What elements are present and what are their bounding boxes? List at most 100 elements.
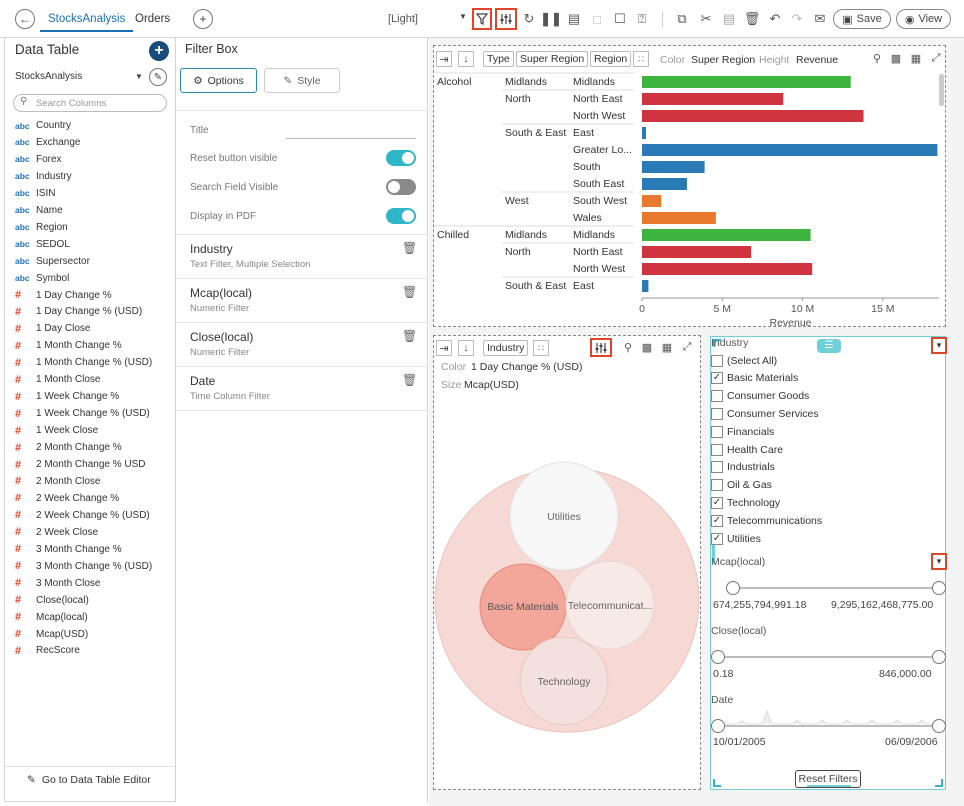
export-excel-icon[interactable]: ▩ [890, 52, 902, 65]
column-item[interactable]: #1 Day Change % (USD) [15, 303, 142, 320]
comment-icon[interactable]: ✉ [814, 11, 826, 26]
height-value[interactable]: Revenue [796, 54, 839, 66]
cut-scissors-icon[interactable]: ✂ [700, 11, 712, 26]
mcap-slider-max-knob[interactable] [932, 581, 946, 595]
date-slider-min-knob[interactable] [711, 719, 725, 733]
column-item[interactable]: #1 Week Change % [15, 388, 119, 405]
data-source-select[interactable]: StocksAnalysis [15, 71, 83, 82]
filter-item-industry[interactable]: Industry Text Filter, Multiple Selection… [176, 235, 428, 279]
reset-button-visible-toggle[interactable] [386, 150, 416, 166]
search-field-visible-toggle[interactable] [386, 179, 416, 195]
copy-icon[interactable]: ⧉ [677, 11, 687, 26]
filter-item-mcap-local[interactable]: Mcap(local) Numeric Filter 🗑 [176, 279, 428, 323]
checkbox[interactable] [711, 390, 723, 403]
bar[interactable] [642, 178, 687, 190]
save-button[interactable]: ▣ Save [833, 9, 891, 29]
bar[interactable] [642, 127, 647, 139]
table-grid-icon[interactable]: ▦ [661, 341, 673, 354]
checkbox[interactable] [711, 443, 723, 456]
color-value[interactable]: 1 Day Change % (USD) [471, 361, 583, 373]
bubble-utilities[interactable] [509, 461, 619, 571]
column-item[interactable]: abc Supersector [15, 253, 90, 270]
filter-item-close-local[interactable]: Close(local) Numeric Filter 🗑 [176, 323, 428, 367]
checkbox[interactable] [711, 461, 723, 474]
checkbox[interactable] [711, 354, 723, 367]
sort-arrow-icon[interactable]: ↓ [458, 51, 474, 67]
bar[interactable] [642, 195, 662, 207]
expand-icon[interactable]: ⤢ [682, 340, 692, 353]
bar[interactable] [642, 144, 938, 156]
column-item[interactable]: #1 Week Close [15, 422, 98, 439]
view-button[interactable]: ◉ View [896, 9, 951, 29]
resize-corner[interactable] [935, 779, 943, 787]
delete-trash-icon[interactable]: 🗑 [743, 11, 761, 26]
breakdown-chip-type[interactable]: Type [483, 51, 514, 67]
bar[interactable] [642, 263, 813, 275]
column-item[interactable]: abc Symbol [15, 270, 69, 287]
display-in-pdf-toggle[interactable] [386, 208, 416, 224]
parameters-sliders-icon[interactable] [495, 8, 517, 30]
column-item[interactable]: #2 Month Change % [15, 439, 122, 456]
close-slider-track[interactable] [717, 656, 939, 658]
column-item[interactable]: #1 Day Change % [15, 287, 112, 304]
column-item[interactable]: #2 Week Close [15, 524, 98, 541]
bubble-telecommunications[interactable] [565, 560, 655, 650]
date-slider-max-knob[interactable] [932, 719, 946, 733]
bar[interactable] [642, 229, 811, 241]
alerts-bell-icon[interactable]: ⍰ [638, 11, 646, 26]
table-grid-icon[interactable]: ▦ [910, 52, 922, 65]
checkbox[interactable]: ✓ [711, 514, 723, 527]
resize-corner[interactable] [713, 339, 721, 347]
tab-options[interactable]: ⚙ Options [180, 68, 257, 93]
snapshot-calendar-icon[interactable]: ▤ [567, 11, 581, 26]
paste-icon[interactable]: ▤ [722, 11, 736, 26]
delete-filter-icon[interactable]: 🗑 [402, 329, 418, 343]
industry-option[interactable]: Health Care [711, 441, 783, 458]
checkbox[interactable] [711, 425, 723, 438]
resize-handle[interactable] [807, 785, 851, 788]
search-icon[interactable]: ⚲ [623, 341, 633, 354]
drill-arrow-icon[interactable]: ⇥ [436, 340, 452, 356]
checkbox[interactable]: ✓ [711, 372, 723, 385]
bar[interactable] [642, 76, 851, 88]
bar[interactable] [642, 246, 752, 258]
pause-icon[interactable]: ❚❚ [540, 11, 562, 26]
column-item[interactable]: #3 Month Change % [15, 541, 122, 558]
bubble-technology[interactable] [519, 636, 609, 726]
checkbox[interactable] [711, 479, 723, 492]
bar[interactable] [642, 161, 705, 173]
delete-filter-icon[interactable]: 🗑 [402, 285, 418, 299]
bookmark-icon[interactable]: ☐ [614, 11, 626, 26]
breakdown-chip-industry[interactable]: Industry [483, 340, 529, 356]
industry-option[interactable]: ✓ Utilities [711, 530, 761, 547]
resize-handle[interactable] [712, 542, 715, 564]
column-item[interactable]: #2 Month Close [15, 473, 100, 490]
date-slider-track[interactable] [717, 725, 939, 727]
chevron-down-icon[interactable]: ▼ [459, 12, 467, 21]
column-item[interactable]: abc Region [15, 219, 68, 236]
tab-orders[interactable]: Orders [135, 13, 171, 25]
size-value[interactable]: Mcap(USD) [464, 379, 519, 391]
mcap-slider-min-knob[interactable] [726, 581, 740, 595]
filter-item-date[interactable]: Date Time Column Filter 🗑 [176, 367, 428, 411]
column-item[interactable]: #2 Month Change % USD [15, 456, 146, 473]
column-item[interactable]: abc SEDOL [15, 236, 70, 253]
add-data-table-button[interactable]: + [149, 41, 169, 61]
bar[interactable] [642, 280, 649, 292]
sort-arrow-icon[interactable]: ↓ [458, 340, 474, 356]
resize-corner[interactable] [713, 779, 721, 787]
redo-icon[interactable]: ↷ [791, 11, 803, 26]
go-to-data-table-editor-link[interactable]: ✎ Go to Data Table Editor [27, 774, 151, 786]
export-excel-icon[interactable]: ▩ [641, 341, 653, 354]
reset-filters-button[interactable]: Reset Filters [795, 770, 861, 788]
edit-pencil-icon[interactable]: ✎ [149, 68, 167, 86]
column-item[interactable]: abc Country [15, 117, 71, 134]
close-slider-max-knob[interactable] [932, 650, 946, 664]
column-item[interactable]: #3 Month Close [15, 575, 100, 592]
column-item[interactable]: #1 Week Change % (USD) [15, 405, 150, 422]
column-item[interactable]: #1 Month Change % [15, 337, 122, 354]
color-value[interactable]: Super Region [691, 54, 756, 66]
bar[interactable] [642, 212, 716, 224]
undo-icon[interactable]: ↶ [769, 11, 781, 26]
expand-icon[interactable]: ⤢ [931, 51, 941, 64]
